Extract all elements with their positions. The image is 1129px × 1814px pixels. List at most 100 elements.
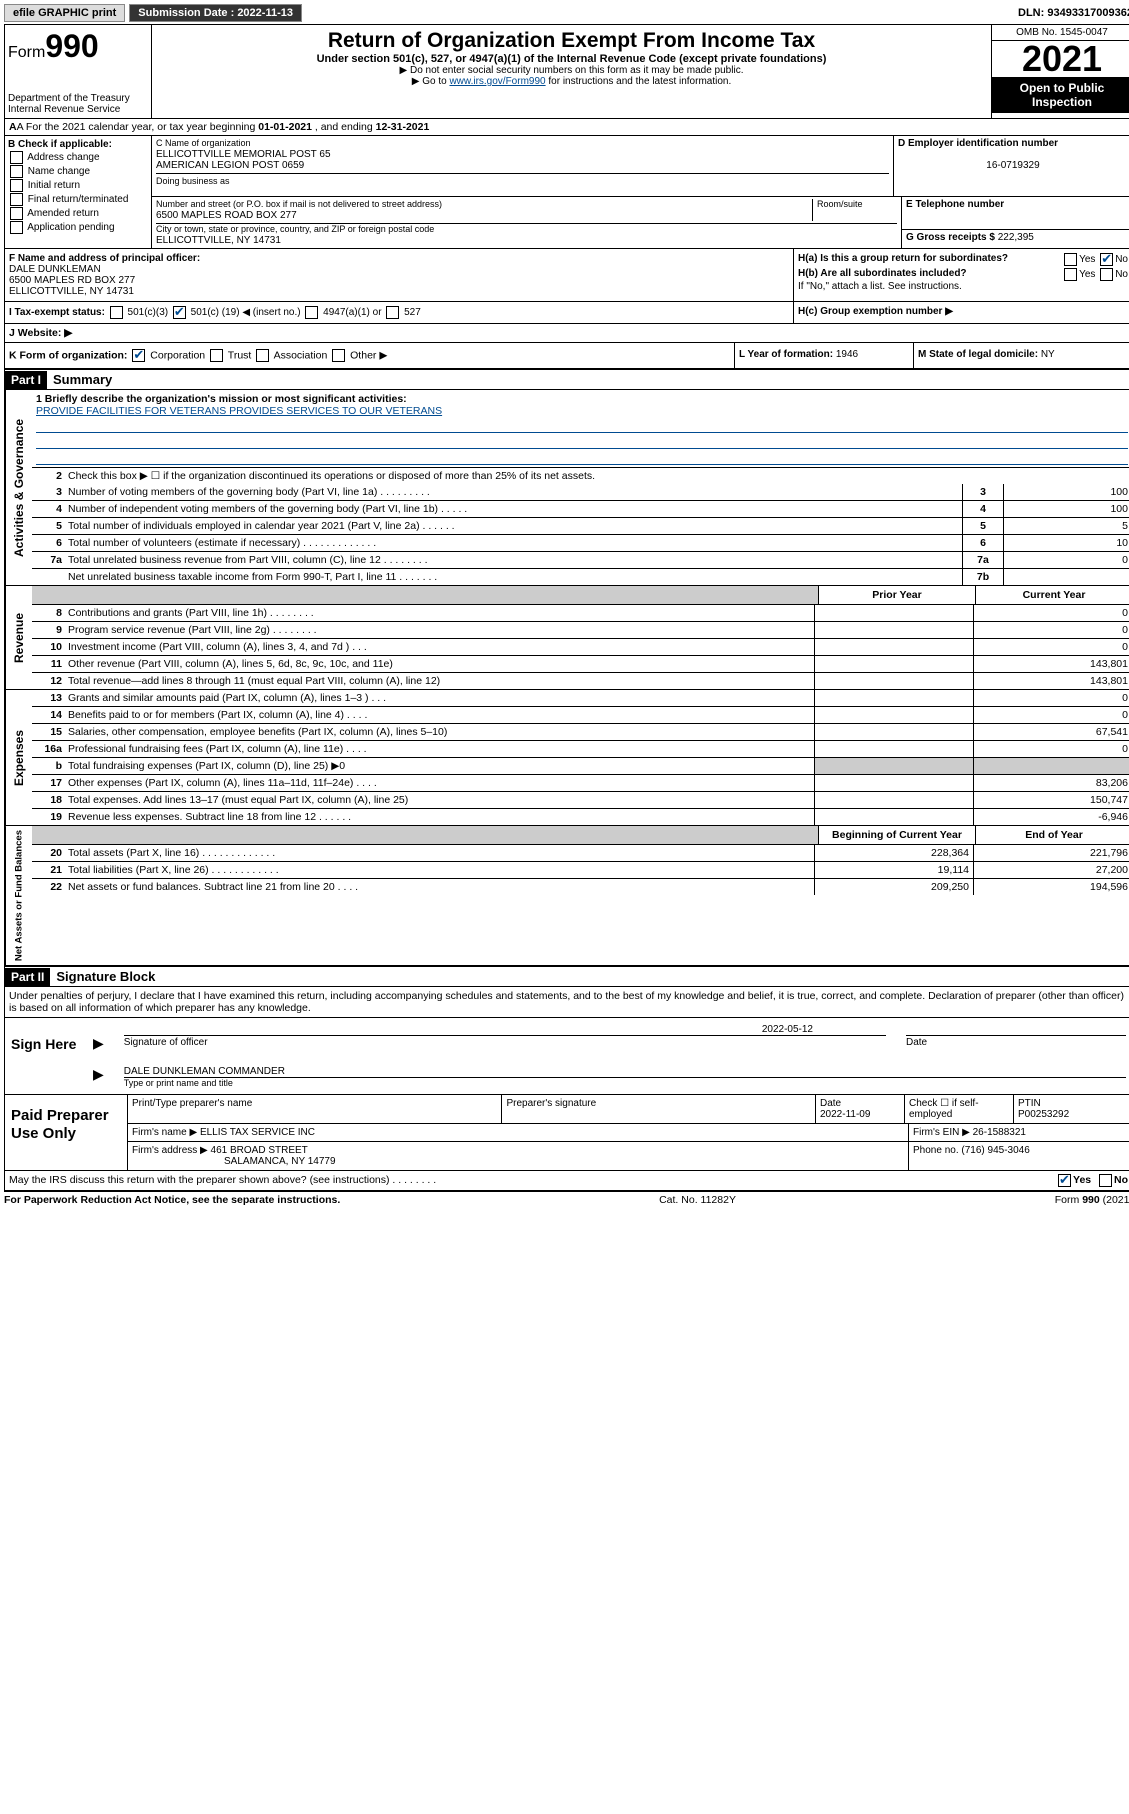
prep-row-3: Firm's address ▶ 461 BROAD STREETSALAMAN… (128, 1142, 1129, 1170)
opt-namechg: Name change (28, 166, 90, 177)
chk-4947[interactable] (305, 306, 318, 319)
vtab-expenses: Expenses (5, 690, 32, 825)
line-6-num: 6 (962, 535, 1003, 551)
chk-501c[interactable] (173, 306, 186, 319)
line-number: 12 (32, 673, 66, 689)
opt-pending: Application pending (27, 222, 114, 233)
chk-501c3[interactable] (110, 306, 123, 319)
line-3-num: 3 (962, 484, 1003, 500)
prior-year-val (814, 656, 973, 672)
section-f: F Name and address of principal officer:… (5, 249, 793, 301)
chk-initial-return[interactable]: Initial return (8, 179, 148, 192)
line-5: 5Total number of individuals employed in… (32, 518, 1129, 535)
line-text: Net assets or fund balances. Subtract li… (66, 879, 814, 895)
tax-year-begin: 01-01-2021 (258, 121, 312, 133)
table-row: 22Net assets or fund balances. Subtract … (32, 879, 1129, 895)
footer-left: For Paperwork Reduction Act Notice, see … (4, 1194, 340, 1206)
form-note1: ▶ Do not enter social security numbers o… (156, 65, 987, 76)
line-1: 1 Briefly describe the organization's mi… (32, 390, 1129, 465)
opt-amended: Amended return (27, 208, 99, 219)
table-row: 12Total revenue—add lines 8 through 11 (… (32, 673, 1129, 689)
ptin-label: PTIN (1018, 1098, 1041, 1109)
addr-label: Number and street (or P.O. box if mail i… (156, 199, 442, 209)
hb-no[interactable] (1100, 268, 1113, 281)
m-label: M State of legal domicile: (918, 349, 1038, 360)
netassets-block: Net Assets or Fund Balances Beginning of… (5, 826, 1129, 967)
chk-corp[interactable] (132, 349, 145, 362)
lbl-corp: Corporation (150, 349, 205, 361)
discuss-no[interactable] (1099, 1174, 1112, 1187)
line-7a-val: 0 (1003, 552, 1129, 568)
lbl-assoc: Association (274, 349, 328, 361)
irs-link[interactable]: www.irs.gov/Form990 (449, 76, 545, 87)
hb-note: If "No," attach a list. See instructions… (798, 281, 1128, 292)
chk-527[interactable] (386, 306, 399, 319)
efile-graphic-btn[interactable]: efile GRAPHIC print (4, 4, 125, 22)
discuss-row: May the IRS discuss this return with the… (5, 1171, 1129, 1191)
prep-row-1: Print/Type preparer's name Preparer's si… (128, 1095, 1129, 1124)
hc-label: H(c) Group exemption number ▶ (798, 306, 953, 317)
chk-application-pending[interactable]: Application pending (8, 221, 148, 234)
revenue-block: Revenue Prior Year Current Year 8Contrib… (5, 586, 1129, 690)
firm-phone-label: Phone no. (913, 1145, 959, 1156)
discuss-yes[interactable] (1058, 1174, 1071, 1187)
chk-address-change[interactable]: Address change (8, 151, 148, 164)
name-title-label: Type or print name and title (124, 1077, 1126, 1088)
501c-num: 19 (225, 307, 236, 318)
lbl-other: Other ▶ (350, 349, 387, 361)
table-row: 13Grants and similar amounts paid (Part … (32, 690, 1129, 707)
table-row: 9Program service revenue (Part VIII, lin… (32, 622, 1129, 639)
part-2-title: Signature Block (50, 967, 161, 986)
hb-label: H(b) Are all subordinates included? (798, 268, 967, 279)
room-label: Room/suite (812, 199, 897, 221)
lbl-527: 527 (404, 307, 421, 318)
submission-date-btn[interactable]: Submission Date : 2022-11-13 (129, 4, 302, 22)
chk-other[interactable] (332, 349, 345, 362)
current-year-val: 0 (973, 639, 1129, 655)
table-row: 16aProfessional fundraising fees (Part I… (32, 741, 1129, 758)
hb-yes[interactable] (1064, 268, 1077, 281)
ha-no-lbl: No (1115, 254, 1128, 265)
officer-signature-line: Signature of officer (124, 1035, 886, 1052)
form-subtitle: Under section 501(c), 527, or 4947(a)(1)… (156, 53, 987, 65)
sig-date-value: 2022-05-12 (93, 1024, 813, 1035)
chk-amended[interactable]: Amended return (8, 207, 148, 220)
prior-year-val (814, 809, 973, 825)
irs-label: Internal Revenue Service (8, 104, 148, 115)
state-domicile: NY (1041, 349, 1055, 360)
mission-line3 (36, 451, 1128, 465)
table-row: bTotal fundraising expenses (Part IX, co… (32, 758, 1129, 775)
firm-ein-label: Firm's EIN ▶ (913, 1127, 970, 1138)
table-row: 17Other expenses (Part IX, column (A), l… (32, 775, 1129, 792)
hdr-current-year: Current Year (975, 586, 1129, 604)
k-label: K Form of organization: (9, 349, 127, 361)
prior-year-val: 228,364 (814, 845, 973, 861)
line-7a: 7aTotal unrelated business revenue from … (32, 552, 1129, 569)
hdr-prior-year: Prior Year (818, 586, 975, 604)
sections-b-through-g: B Check if applicable: Address change Na… (5, 136, 1129, 249)
arrow-icon: ▶ (93, 1035, 104, 1052)
ha-no[interactable] (1100, 253, 1113, 266)
chk-trust[interactable] (210, 349, 223, 362)
expenses-block: Expenses 13Grants and similar amounts pa… (5, 690, 1129, 826)
line-number: 8 (32, 605, 66, 621)
chk-assoc[interactable] (256, 349, 269, 362)
chk-name-change[interactable]: Name change (8, 165, 148, 178)
lbl-501c3: 501(c)(3) (128, 307, 169, 318)
section-c-mid: C Name of organization ELLICOTTVILLE MEM… (152, 136, 1129, 248)
footer-right-post: (2021) (1100, 1194, 1129, 1206)
chk-final-return[interactable]: Final return/terminated (8, 193, 148, 206)
prior-year-val (814, 758, 973, 774)
section-b-label: B Check if applicable: (8, 139, 112, 150)
current-year-val: 0 (973, 707, 1129, 723)
line-text: Total fundraising expenses (Part IX, col… (66, 758, 814, 774)
arrow-icon-2: ▶ (93, 1066, 104, 1088)
header-left: Form990 Department of the Treasury Inter… (5, 25, 152, 118)
table-row: 19Revenue less expenses. Subtract line 1… (32, 809, 1129, 825)
current-year-val: 194,596 (973, 879, 1129, 895)
part-1-header-row: Part I Summary (5, 370, 1129, 390)
current-year-val: 143,801 (973, 673, 1129, 689)
ein-value: 16-0719329 (898, 160, 1128, 171)
ha-yes[interactable] (1064, 253, 1077, 266)
section-c-addr: Number and street (or P.O. box if mail i… (152, 197, 902, 248)
